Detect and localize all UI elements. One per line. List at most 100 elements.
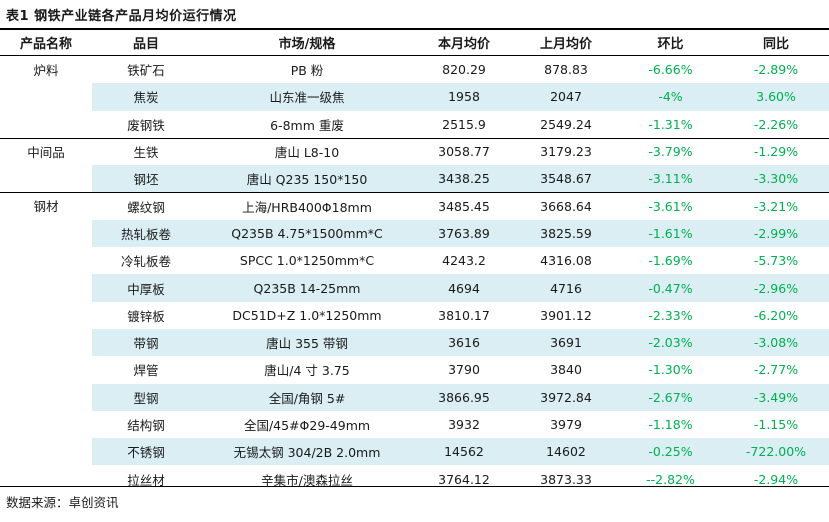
header-last-month-price: 上月均价 [539,37,592,52]
table-row: 不锈钢 无锡太钢 304/2B 2.0mm 14562 14602 -0.25% -722… [0,438,829,466]
item-cell: 钢坯 [92,165,200,193]
header-product-name: 产品名称 [19,37,72,52]
yoy-cell: -3.08% [723,328,829,357]
spec-cell: 唐山 L8-10 [274,145,340,161]
this-month-cell: 3058.77 [438,144,490,160]
this-month-cell: 3616 [414,328,514,357]
header-market-spec: 市场/规格 [278,37,336,52]
table-row: 中厚板 Q235B 14-25mm 4694 4716 -0.47% -2.96% [0,274,829,302]
category-cell: 炉料 [33,63,59,78]
mom-cell: -0.25% [618,438,723,466]
last-month-cell: 3179.23 [540,144,592,160]
mom-cell: --2.82% [646,471,695,487]
item-cell: 热轧板卷 [92,219,200,248]
last-month-cell: 3668.64 [540,198,592,214]
this-month-cell: 3932 [448,417,480,432]
category-cell: 中间品 [27,144,65,160]
yoy-cell: -3.21% [753,198,799,214]
spec-cell: 唐山 355 带钢 [200,328,414,357]
mom-cell: -3.11% [618,165,723,193]
table-row: 焦炭 山东准一级焦 1958 2047 -4% 3.60% [0,83,829,111]
spec-cell: 辛集市/澳森拉丝 [261,472,353,488]
item-cell: 结构钢 [127,418,165,433]
mom-cell: -2.33% [648,307,693,323]
table-row: 废钢铁 6-8mm 重废 2515.9 2549.24 -1.31% -2.26% [0,111,829,138]
yoy-cell: -1.29% [753,144,799,160]
yoy-cell: -6.20% [753,307,799,323]
mom-cell: -6.66% [648,62,693,78]
table-caption: 表1 钢铁产业链各产品月均价运行情况 [6,9,237,24]
spec-cell: 唐山 Q235 150*150 [200,165,414,193]
bottom-rule [0,486,829,487]
spec-cell: 全国/45#Φ29-49mm [243,418,371,433]
last-month-cell: 3901.12 [540,307,592,323]
spec-cell: 无锡太钢 304/2B 2.0mm [200,438,414,466]
last-month-cell: 3548.67 [514,165,618,193]
mom-cell: -1.61% [618,219,723,248]
item-cell: 镀锌板 [127,308,165,324]
item-cell: 生铁 [133,145,159,161]
table-row: 中间品 生铁 唐山 L8-10 3058.77 3179.23 -3.79% -1.29% [0,138,829,165]
last-month-cell: 3825.59 [514,219,618,248]
this-month-cell: 3790 [448,362,480,378]
mom-cell: -4% [618,83,723,111]
item-cell: 拉丝材 [127,472,165,488]
yoy-cell: -722.00% [723,438,829,466]
this-month-cell: 3810.17 [438,307,490,323]
table-row: 炉料 铁矿石 PB 粉 820.29 878.83 -6.66% -2.89% [0,56,829,83]
spec-cell: PB 粉 [290,63,324,79]
yoy-cell: -2.77% [753,362,799,378]
yoy-cell: 3.60% [723,83,829,111]
data-source: 数据来源：卓创资讯 [6,495,119,510]
group-divider [0,138,829,139]
spec-cell: DC51D+Z 1.0*1250mm [232,307,382,323]
spec-cell: 全国/角钢 5# [200,383,414,411]
last-month-cell: 2549.24 [540,116,592,132]
item-cell: 带钢 [92,328,200,357]
table-row: 钢材 螺纹钢 上海/HRB400Φ18mm 3485.45 3668.64 -3.61% -… [0,192,829,219]
table-row: 拉丝材 辛集市/澳森拉丝 3764.12 3873.33 --2.82% -2.94% [0,465,829,492]
item-cell: 中厚板 [92,274,200,302]
category-cell: 钢材 [33,199,59,215]
this-month-cell: 4243.2 [442,253,486,269]
this-month-cell: 820.29 [442,62,486,78]
item-cell: 螺纹钢 [127,199,165,215]
last-month-cell: 3972.84 [514,383,618,411]
table-row: 冷轧板卷 SPCC 1.0*1250mm*C 4243.2 4316.08 -1.69%… [0,247,829,274]
last-month-cell: 4716 [514,274,618,302]
last-month-cell: 3979 [550,417,582,432]
yoy-cell: -2.99% [723,219,829,248]
item-cell: 不锈钢 [92,438,200,466]
mom-cell: -2.03% [618,328,723,357]
last-month-cell: 2047 [514,83,618,111]
this-month-cell: 14562 [414,438,514,466]
item-cell: 铁矿石 [127,63,165,79]
mom-cell: -1.31% [648,116,693,132]
item-cell: 型钢 [92,383,200,411]
header-this-month-price: 本月均价 [437,37,490,52]
last-month-cell: 4316.08 [540,253,592,269]
header-item: 品目 [132,37,159,52]
yoy-cell: -1.15% [753,417,799,432]
item-cell: 废钢铁 [127,117,165,133]
spec-cell: 6-8mm 重废 [270,117,344,133]
last-month-cell: 3691 [514,328,618,357]
table-row: 钢坯 唐山 Q235 150*150 3438.25 3548.67 -3.11% -3.… [0,165,829,193]
this-month-cell: 3763.89 [414,219,514,248]
mom-cell: -1.18% [648,417,693,432]
this-month-cell: 3485.45 [438,198,490,214]
last-month-cell: 3840 [550,362,582,378]
header-rule [0,55,829,56]
table-row: 结构钢 全国/45#Φ29-49mm 3932 3979 -1.18% -1.15% [0,411,829,438]
spec-cell: Q235B 4.75*1500mm*C [200,219,414,248]
table-row: 焊管 唐山/4 寸 3.75 3790 3840 -1.30% -2.77% [0,356,829,383]
mom-cell: -3.61% [648,198,693,214]
yoy-cell: -2.94% [753,471,799,487]
item-cell: 焦炭 [92,83,200,111]
yoy-cell: -2.96% [723,274,829,302]
table-row: 带钢 唐山 355 带钢 3616 3691 -2.03% -3.08% [0,328,829,357]
last-month-cell: 14602 [514,438,618,466]
table-header: 产品名称 品目 市场/规格 本月均价 上月均价 环比 同比 [0,30,829,55]
item-cell: 焊管 [133,363,159,379]
this-month-cell: 1958 [414,83,514,111]
